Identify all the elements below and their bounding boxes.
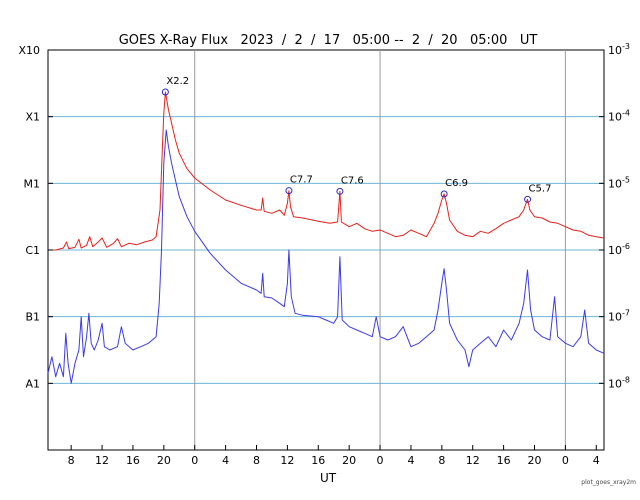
x-axis-label: UT xyxy=(320,471,337,485)
x-tick-label-14: 16 xyxy=(497,454,511,467)
x-tick-label-17: 4 xyxy=(593,454,600,467)
flare-label-2: C7.6 xyxy=(341,175,364,186)
flare-label-4: C5.7 xyxy=(529,183,552,194)
flare-marker-1 xyxy=(285,187,293,195)
right-tick-label-3: 10-6 xyxy=(608,242,630,257)
right-tick-label-0: 10-3 xyxy=(608,42,630,57)
left-axis: X10 X1 M1 C1 B1 A1 xyxy=(18,44,53,390)
x-tick-label-0: 8 xyxy=(68,454,75,467)
flare-marker-0 xyxy=(161,88,169,96)
left-tick-label-3: C1 xyxy=(25,244,40,257)
left-tick-label-0: X10 xyxy=(18,44,40,57)
series-line-0 xyxy=(48,91,605,251)
right-tick-label-5: 10-8 xyxy=(608,375,630,390)
chart-title: GOES X-Ray Flux 2023 / 2 / 17 05:00 -- 2… xyxy=(119,33,538,48)
right-tick-label-2: 10-5 xyxy=(608,175,630,190)
x-tick-label-4: 0 xyxy=(191,454,198,467)
flare-label-1: C7.7 xyxy=(290,175,313,186)
x-tick-label-7: 12 xyxy=(280,454,294,467)
x-tick-label-1: 12 xyxy=(95,454,109,467)
x-tick-label-13: 12 xyxy=(466,454,480,467)
x-tick-label-9: 20 xyxy=(342,454,356,467)
x-tick-label-11: 4 xyxy=(407,454,414,467)
flare-label-3: C6.9 xyxy=(445,178,468,189)
right-tick-label-1: 10-4 xyxy=(608,109,630,124)
day-boundary-lines xyxy=(194,50,566,450)
plot-credit: plot_goes_xray2m xyxy=(581,479,636,486)
flare-label-0: X2.2 xyxy=(166,76,189,87)
flare-markers: X2.2 C7.7 C7.6 C6.9 C5.7 xyxy=(161,76,552,203)
gridlines xyxy=(48,116,604,384)
flare-marker-2 xyxy=(336,187,344,195)
series-line-1 xyxy=(47,129,605,384)
x-tick-label-2: 16 xyxy=(126,454,140,467)
x-tick-label-3: 20 xyxy=(157,454,171,467)
left-tick-label-2: M1 xyxy=(24,177,41,190)
series-layer xyxy=(47,91,605,384)
x-tick-label-5: 4 xyxy=(222,454,229,467)
left-tick-label-4: B1 xyxy=(25,311,40,324)
x-tick-label-15: 20 xyxy=(528,454,542,467)
left-tick-label-5: A1 xyxy=(25,377,40,390)
x-tick-label-8: 16 xyxy=(311,454,325,467)
left-tick-label-1: X1 xyxy=(25,111,40,124)
right-tick-label-4: 10-7 xyxy=(608,309,630,324)
flare-marker-3 xyxy=(440,190,448,198)
flare-marker-4 xyxy=(524,195,532,203)
x-tick-label-12: 8 xyxy=(438,454,445,467)
right-axis: 10-3 10-4 10-5 10-6 10-7 10-8 xyxy=(599,42,630,390)
x-tick-label-6: 8 xyxy=(253,454,260,467)
x-axis: 8 12 16 20 0 4 8 12 16 20 0 4 8 12 16 20 0 4 xyxy=(68,445,600,467)
x-tick-label-10: 0 xyxy=(377,454,384,467)
x-tick-label-16: 0 xyxy=(562,454,569,467)
